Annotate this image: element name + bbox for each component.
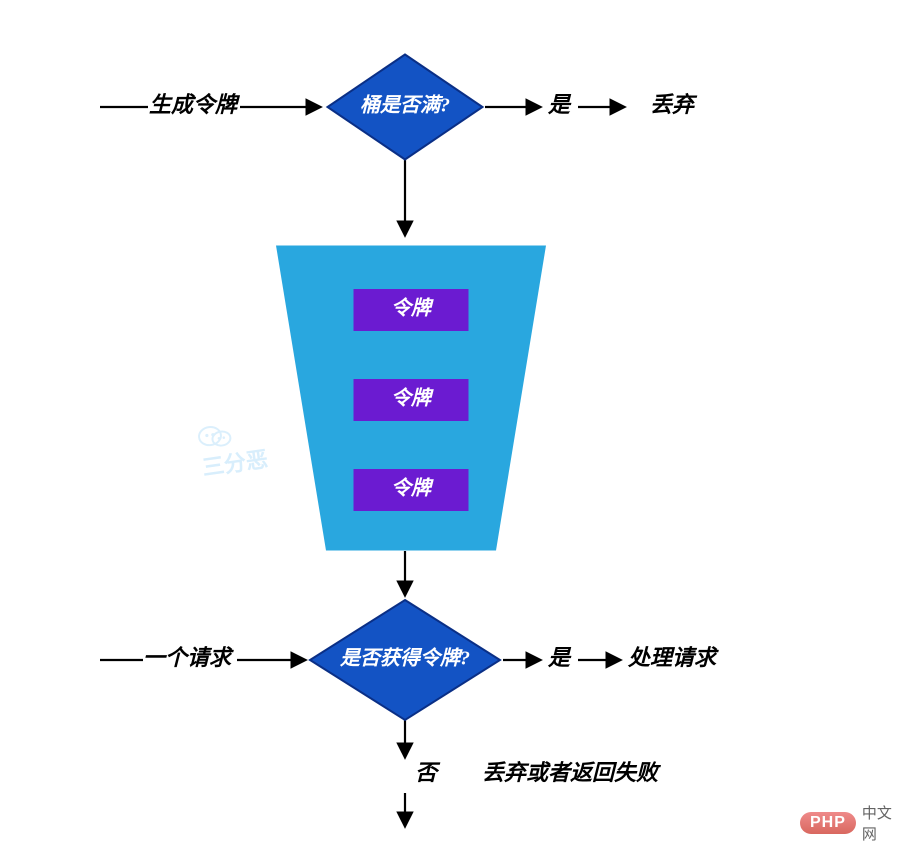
logo-pill: PHP (800, 812, 856, 834)
diamond-label-bucket_full: 桶是否满? (360, 94, 450, 117)
site-logo: PHP 中文网 (800, 802, 900, 844)
token-label-token3: 令牌 (391, 477, 434, 500)
text-one_request: 一个请求 (143, 645, 234, 670)
token-label-token1: 令牌 (391, 297, 434, 320)
diamond-label-got_token: 是否获得令牌? (339, 647, 470, 670)
text-discard: 丢弃 (650, 92, 698, 117)
text-no: 否 (415, 760, 441, 785)
text-gen_token: 生成令牌 (149, 92, 241, 117)
text-yes2: 是 (547, 645, 572, 670)
text-yes1: 是 (547, 92, 572, 117)
token-label-token2: 令牌 (391, 387, 434, 410)
text-discard_fail: 丢弃或者返回失败 (482, 760, 661, 785)
text-process: 处理请求 (627, 645, 719, 670)
logo-text: 中文网 (862, 802, 900, 844)
